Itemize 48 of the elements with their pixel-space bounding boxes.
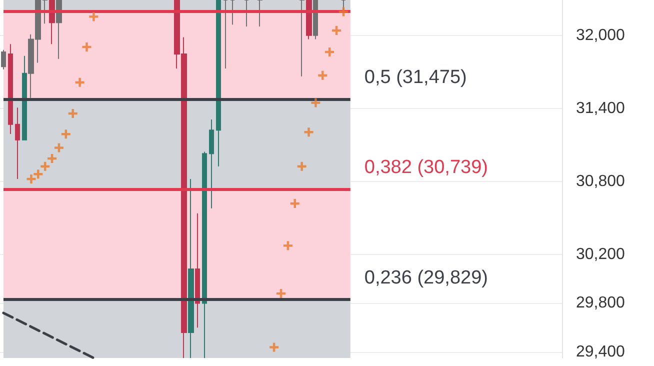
point — [304, 128, 314, 137]
point — [54, 143, 64, 152]
ref-line-label: 0,382 (30,739) — [364, 156, 488, 178]
candlestick — [188, 178, 194, 358]
candlestick — [223, 0, 228, 70]
y-tick-label: 30,800 — [576, 172, 626, 190]
point — [311, 98, 320, 108]
point — [75, 78, 84, 87]
y-tick-label: 29,800 — [576, 294, 626, 312]
ref-line-label: 0,236 (29,829) — [364, 268, 488, 289]
candlestick — [1, 49, 6, 70]
point — [283, 241, 292, 250]
candlestick — [22, 55, 27, 140]
point — [276, 288, 286, 298]
candlestick — [244, 0, 249, 28]
candlestick — [195, 212, 200, 328]
point — [89, 12, 98, 22]
point — [270, 342, 279, 352]
candlestick — [56, 0, 62, 60]
y-tick-label: 30,200 — [576, 246, 626, 263]
candlestick — [209, 118, 214, 209]
candlestick — [313, 0, 318, 40]
point — [48, 154, 57, 164]
point — [82, 42, 92, 52]
candlestick — [306, 0, 312, 40]
candlestick — [15, 107, 20, 180]
point — [290, 198, 300, 208]
candlestick — [8, 44, 13, 134]
point — [61, 130, 70, 139]
candlestick — [202, 151, 207, 358]
point — [297, 162, 306, 171]
candlestick — [257, 0, 263, 28]
y-tick-label: 32,000 — [576, 26, 626, 44]
point — [318, 70, 328, 80]
point — [40, 162, 50, 171]
ref-line-label: 0,5 (31,475) — [364, 67, 467, 88]
candlestick — [230, 0, 235, 26]
point — [332, 26, 342, 35]
candlestick — [216, 0, 221, 167]
y-tick-label: 29,400 — [576, 343, 626, 360]
point — [34, 170, 43, 179]
candlestick — [299, 0, 305, 77]
point — [26, 174, 36, 184]
point — [68, 108, 78, 118]
point — [338, 7, 348, 16]
candlestick — [341, 0, 346, 10]
point — [325, 47, 334, 56]
y-tick-label: 31,400 — [576, 100, 626, 117]
